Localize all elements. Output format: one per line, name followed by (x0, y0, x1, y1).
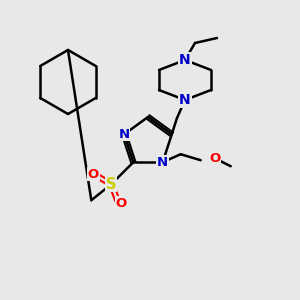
Text: S: S (106, 177, 117, 192)
Text: N: N (157, 156, 168, 169)
Text: N: N (179, 93, 191, 107)
Text: N: N (119, 128, 130, 141)
Text: O: O (88, 168, 99, 181)
Text: O: O (116, 197, 127, 210)
Text: O: O (209, 152, 220, 165)
Text: N: N (179, 53, 191, 67)
